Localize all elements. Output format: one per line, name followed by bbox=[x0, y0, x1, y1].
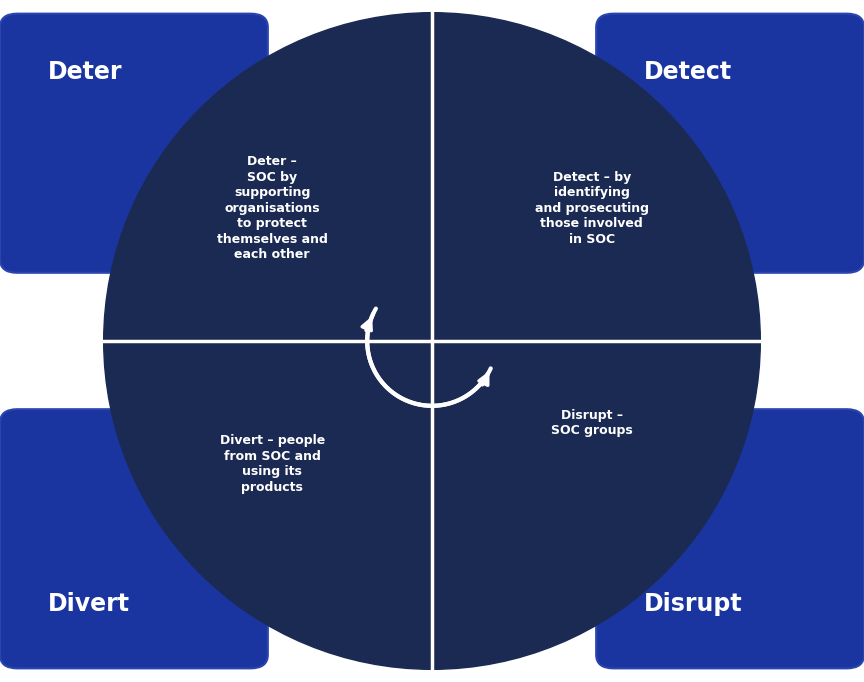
FancyBboxPatch shape bbox=[596, 409, 864, 668]
Text: Divert – people
from SOC and
using its
products: Divert – people from SOC and using its p… bbox=[219, 434, 325, 494]
FancyBboxPatch shape bbox=[0, 14, 268, 273]
Text: Disrupt –
SOC groups: Disrupt – SOC groups bbox=[551, 409, 632, 437]
Text: Divert: Divert bbox=[48, 591, 130, 616]
Text: Deter –
SOC by
supporting
organisations
to protect
themselves and
each other: Deter – SOC by supporting organisations … bbox=[217, 155, 327, 261]
FancyBboxPatch shape bbox=[0, 409, 268, 668]
Text: Detect: Detect bbox=[644, 59, 732, 84]
Text: Detect – by
identifying
and prosecuting
those involved
in SOC: Detect – by identifying and prosecuting … bbox=[535, 170, 649, 246]
Text: Disrupt: Disrupt bbox=[644, 591, 742, 616]
Ellipse shape bbox=[104, 13, 760, 669]
FancyBboxPatch shape bbox=[596, 14, 864, 273]
Text: Deter: Deter bbox=[48, 59, 122, 84]
